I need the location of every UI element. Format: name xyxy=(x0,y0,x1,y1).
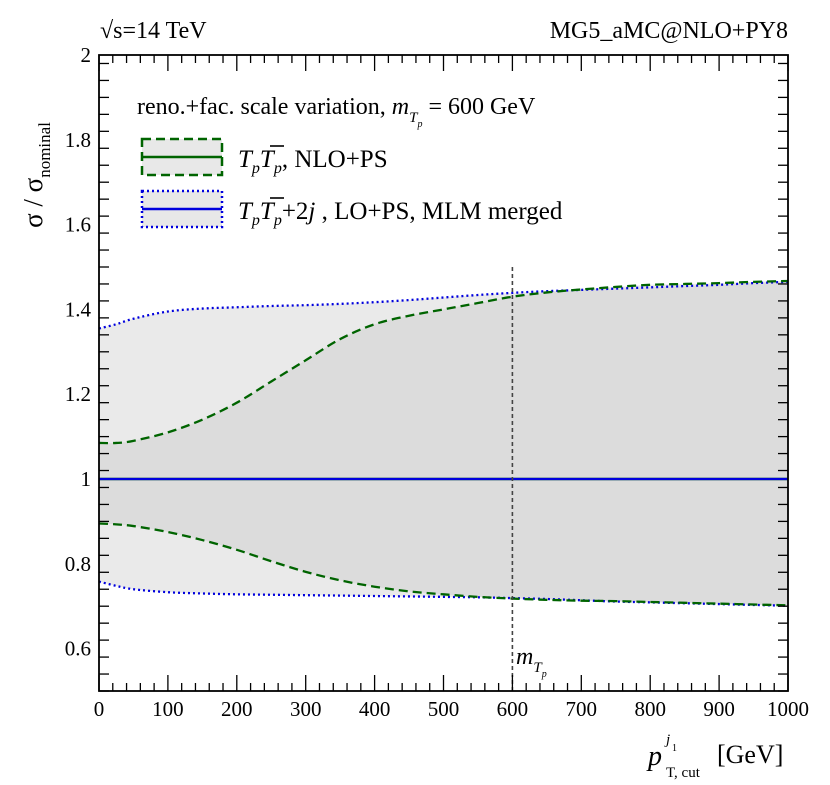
mass-marker-m: m xyxy=(516,644,533,670)
x-axis-label-symbol: p xyxy=(646,741,662,772)
legend-header-T: T xyxy=(409,110,419,126)
x-tick-label: 0 xyxy=(94,697,105,721)
band-nlo xyxy=(99,280,788,606)
uncertainty-bands xyxy=(99,280,788,606)
legend-entry-lo: TpTp+2j , LO+PS, MLM merged xyxy=(238,198,563,229)
y-axis-label-main: σ / σ xyxy=(18,177,48,228)
svg-text:mTp: mTp xyxy=(516,644,547,680)
x-tick-label: 600 xyxy=(497,697,529,721)
legend-entry-nlo: TpTp, NLO+PS xyxy=(238,146,388,177)
curve-nlo-lower xyxy=(98,522,789,607)
x-tick-label: 700 xyxy=(566,697,598,721)
y-axis-label: σ / σnominal xyxy=(18,122,54,228)
x-axis-label-sub: T, cut xyxy=(666,765,701,781)
legend-header-text: reno.+fac. scale variation, xyxy=(137,94,392,120)
curve-nlo-upper xyxy=(98,279,789,445)
x-tick-label: 200 xyxy=(221,697,253,721)
legend-entry-nlo-text: , NLO+PS xyxy=(282,146,388,173)
sqrt-s-label: √s xyxy=(100,18,123,44)
x-tick-label: 300 xyxy=(290,697,322,721)
curve-lo-upper xyxy=(98,280,789,330)
y-tick-label: 1.4 xyxy=(65,297,92,321)
x-axis-label-supsub: 1 xyxy=(672,743,677,754)
legend-entry-lo-text: , LO+PS, MLM merged xyxy=(315,198,562,225)
y-tick-label: 1 xyxy=(81,467,92,491)
axis-ticks: 0 100 200 300 400 500 600 700 800 900 1000 0.6 0.8 1 1… xyxy=(65,43,809,721)
legend: reno.+fac. scale variation, mTp= 600 GeV… xyxy=(137,94,563,229)
x-tick-label: 900 xyxy=(703,697,735,721)
svg-text:√s=14 TeV: √s=14 TeV xyxy=(100,18,207,44)
x-tick-label: 500 xyxy=(428,697,460,721)
band-lo xyxy=(99,281,788,606)
y-tick-label: 0.6 xyxy=(65,637,91,661)
energy-label: √s=14 TeV xyxy=(100,18,207,44)
x-tick-label: 100 xyxy=(152,697,184,721)
generator-label: MG5_aMC@NLO+PY8 xyxy=(550,18,788,44)
x-tick-label: 800 xyxy=(634,697,666,721)
y-tick-label: 0.8 xyxy=(65,552,91,576)
y-tick-label: 1.6 xyxy=(65,213,91,237)
x-tick-label: 1000 xyxy=(767,697,809,721)
y-tick-label: 2 xyxy=(81,43,92,67)
legend-header-m: m xyxy=(392,94,409,120)
legend-header: reno.+fac. scale variation, mTp = 600 GeV xyxy=(137,94,536,130)
x-tick-label: 400 xyxy=(359,697,391,721)
energy-value-label: =14 TeV xyxy=(123,18,208,44)
y-tick-label: 1.8 xyxy=(65,128,91,152)
tbar-1: T xyxy=(260,146,276,173)
legend-header-p: p xyxy=(416,119,422,130)
x-axis-label: p j 1 T, cut [GeV] xyxy=(646,732,783,781)
y-tick-label: 1.2 xyxy=(65,382,91,406)
legend-header-mass: = 600 GeV xyxy=(428,94,536,120)
mass-marker-p: p xyxy=(541,669,547,680)
series-curves xyxy=(98,279,789,607)
x-axis-label-unit: [GeV] xyxy=(717,740,783,769)
x-axis-label-sup: j xyxy=(664,732,670,748)
mass-marker-label: mTp xyxy=(516,644,547,680)
y-axis-label-sub: nominal xyxy=(35,122,54,178)
mass-marker-T: T xyxy=(533,660,543,676)
svg-text:σ / σnominal: σ / σnominal xyxy=(18,122,54,228)
